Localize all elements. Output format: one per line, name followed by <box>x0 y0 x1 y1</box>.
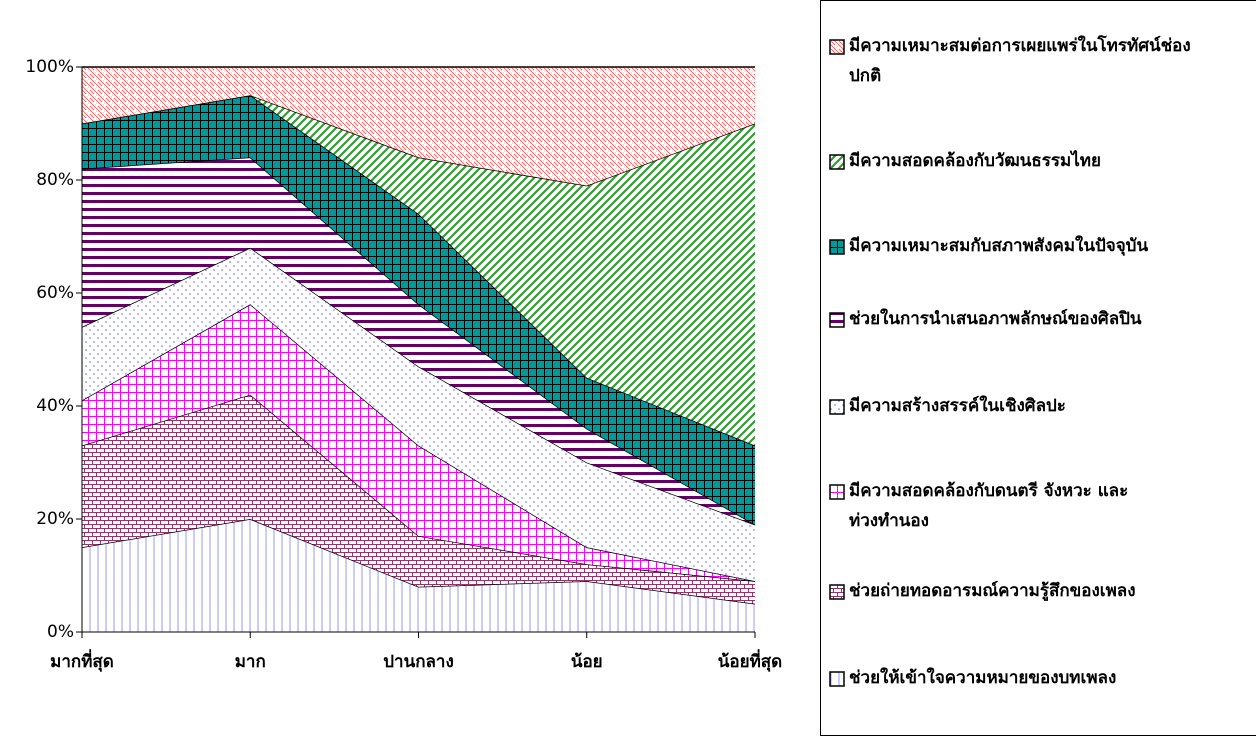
x-tick-label: มากที่สุด <box>50 649 114 672</box>
x-tick-label: น้อยที่สุด <box>718 649 782 672</box>
chart: 0% 20% 40% 60% 80% 100% มากที่สุด มาก ปานกลาง น้อ… <box>25 57 782 672</box>
legend-label: มีความสอดคล้องกับวัฒนธรรมไทย <box>849 151 1101 171</box>
legend: มีความเหมาะสมต่อการเผยแพร่ในโทรทัศน์ช่อง… <box>820 0 1256 736</box>
legend-swatch <box>829 39 845 55</box>
area <box>82 67 755 186</box>
legend-label: ช่วยถ่ายทอดอารมณ์ความรู้สึกของเพลง <box>849 581 1136 601</box>
y-tick-label: 0% <box>47 622 74 642</box>
legend-swatch <box>829 671 845 687</box>
area <box>82 519 755 632</box>
x-tick-label: น้อย <box>571 652 603 672</box>
legend-label: ช่วยในการนำเสนอภาพลักษณ์ของศิลปิน <box>849 309 1142 329</box>
area <box>82 95 755 525</box>
area <box>82 304 755 582</box>
y-tick-label: 80% <box>36 170 74 190</box>
area <box>82 157 755 525</box>
y-tick-label: 40% <box>36 396 74 416</box>
legend-label: ช่วยให้เข้าใจความหมายของบทเพลง <box>849 668 1117 688</box>
legend-swatch <box>829 312 845 328</box>
x-tick-label: ปานกลาง <box>383 652 454 672</box>
legend-item: มีความสอดคล้องกับดนตรี จังหวะ และท่วงทำน… <box>829 476 1194 536</box>
x-tick-label: มาก <box>235 652 266 672</box>
area <box>82 247 755 582</box>
legend-label: มีความเหมาะสมกับสภาพสังคมในปัจจุบัน <box>849 236 1149 256</box>
legend-swatch <box>829 399 845 415</box>
legend-swatch <box>829 154 845 170</box>
legend-swatch <box>829 584 845 600</box>
legend-item: ช่วยให้เข้าใจความหมายของบทเพลง <box>829 663 1116 693</box>
legend-label: มีความสร้างสรรค์ในเชิงศิลปะ <box>849 396 1066 416</box>
y-tick-label: 100% <box>25 57 74 77</box>
y-tick-label: 60% <box>36 283 74 303</box>
legend-swatch <box>829 239 845 255</box>
legend-label: มีความเหมาะสมต่อการเผยแพร่ในโทรทัศน์ช่อง… <box>849 36 1191 86</box>
legend-label: มีความสอดคล้องกับดนตรี จังหวะ และท่วงทำน… <box>849 481 1129 531</box>
legend-item: ช่วยในการนำเสนอภาพลักษณ์ของศิลปิน <box>829 304 1142 334</box>
area <box>82 95 755 446</box>
legend-item: มีความเหมาะสมต่อการเผยแพร่ในโทรทัศน์ช่อง… <box>829 31 1194 91</box>
legend-item: ช่วยถ่ายทอดอารมณ์ความรู้สึกของเพลง <box>829 576 1136 606</box>
y-tick-label: 20% <box>36 509 74 529</box>
legend-swatch <box>829 484 845 500</box>
area <box>82 394 755 604</box>
legend-item: มีความเหมาะสมกับสภาพสังคมในปัจจุบัน <box>829 231 1148 261</box>
legend-item: มีความสอดคล้องกับวัฒนธรรมไทย <box>829 146 1101 176</box>
legend-item: มีความสร้างสรรค์ในเชิงศิลปะ <box>829 391 1066 421</box>
